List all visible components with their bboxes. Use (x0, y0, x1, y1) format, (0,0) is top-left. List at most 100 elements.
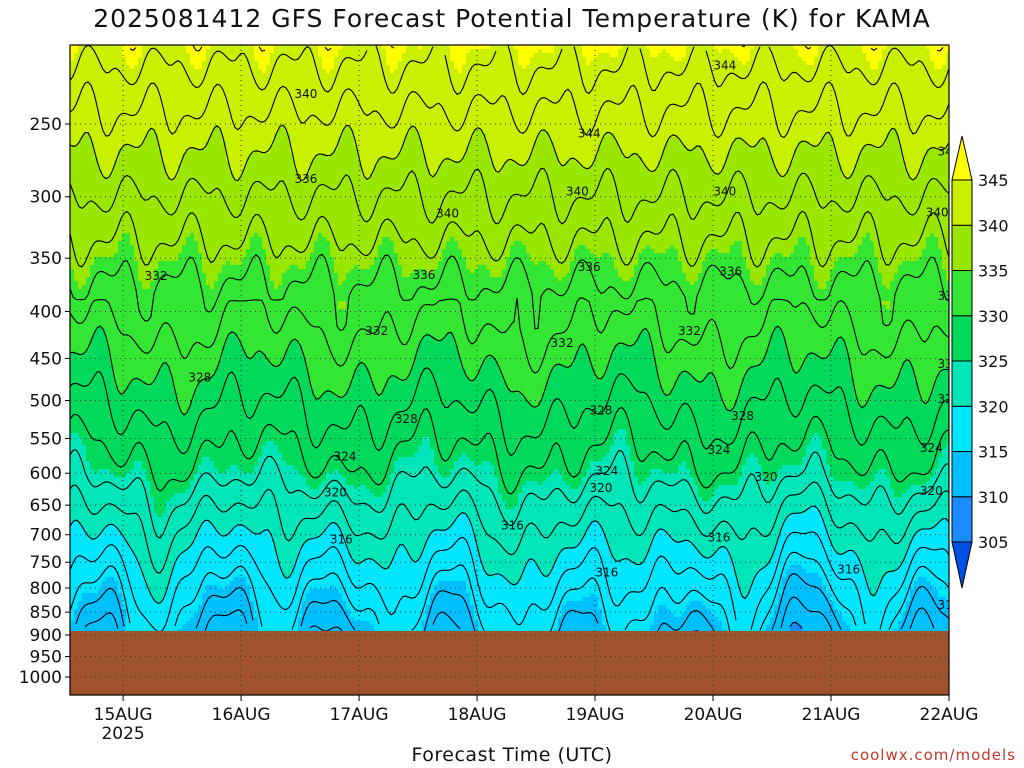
isoline-344 (70, 45, 949, 96)
contour-label: 320 (920, 484, 943, 498)
contour-label: 344 (938, 145, 961, 159)
y-tick-label: 800 (30, 579, 62, 599)
contour-label: 316 (707, 531, 730, 545)
colorbar-label: 345 (978, 171, 1009, 190)
isoline-342 (70, 81, 949, 139)
isoline-346 (129, 45, 944, 52)
colorbar-label: 325 (978, 352, 1009, 371)
x-tick-label: 20AUG (684, 705, 743, 725)
contour-label: 344 (713, 59, 736, 73)
y-tick-label: 250 (30, 115, 62, 135)
contour-label: 328 (589, 404, 612, 418)
y-tick-label: 400 (30, 302, 62, 322)
contour-label: 328 (188, 371, 211, 385)
x-tick-label: 22AUG (920, 705, 979, 725)
contour-label: 320 (589, 481, 612, 495)
x-tick-year: 2025 (101, 724, 144, 744)
x-tick-label: 15AUG (94, 705, 153, 725)
colorbar-label: 335 (978, 262, 1009, 281)
colorbar-swatch (951, 179, 973, 226)
x-tick-label: 18AUG (448, 705, 507, 725)
contour-label: 344 (578, 126, 601, 140)
colorbar-lower-arrow (951, 541, 973, 589)
grid-lines (70, 45, 949, 695)
contour-label-layer: 340 336 332 328 332 344 340 340 336 332 328 324 320 3… (145, 59, 961, 612)
isoline-334 (70, 253, 949, 331)
y-tick-label: 550 (30, 430, 62, 450)
contour-label: 324 (333, 449, 356, 463)
y-tick-label: 300 (30, 188, 62, 208)
isoline-332 (70, 297, 949, 374)
colorbar-label: 340 (978, 216, 1009, 235)
contour-label: 328 (938, 392, 961, 406)
isoline-320 (70, 505, 949, 604)
contour-label: 324 (707, 443, 730, 457)
isoline-312 (84, 596, 935, 634)
colorbar-label: 315 (978, 443, 1009, 462)
contour-label: 332 (365, 324, 388, 338)
contour-line-layer (70, 45, 949, 633)
colorbar-swatch (951, 315, 973, 362)
contour-fill-layer (70, 45, 949, 633)
colorbar-swatch (951, 224, 973, 271)
contour-label: 328 (395, 412, 418, 426)
isoline-336 (70, 210, 949, 268)
colorbar-swatch (951, 360, 973, 407)
isoline-322 (70, 481, 949, 574)
contour-label: 336 (295, 172, 318, 186)
isoline-338 (70, 167, 949, 225)
x-axis-label: Forecast Time (UTC) (411, 744, 613, 766)
isoline-314 (75, 573, 949, 633)
contour-label: 316 (837, 563, 860, 577)
contour-label: 336 (719, 265, 742, 279)
credit-link[interactable]: coolwx.com/models (850, 746, 1016, 764)
plot-frame (69, 44, 950, 696)
y-axis: 250 300 350 400 450 500 550 600 650 700 750 800 850 9… (19, 115, 70, 688)
x-axis: 15AUG 16AUG 17AUG 18AUG 19AUG 20AUG 21AUG 22AUG… (94, 695, 979, 744)
contour-label: 324 (920, 441, 943, 455)
isoline-340 (70, 124, 949, 182)
contour-label: 340 (926, 205, 949, 219)
contour-label: 332 (938, 357, 961, 371)
ground-below-surface (70, 631, 949, 695)
colorbar-upper-arrow (951, 135, 973, 181)
colorbar-label: 330 (978, 307, 1009, 326)
colorbar-label: 320 (978, 397, 1009, 416)
contour-label: 332 (678, 324, 701, 338)
y-tick-label: 850 (30, 603, 62, 623)
y-tick-label: 600 (30, 464, 62, 484)
y-tick-label: 900 (30, 626, 62, 646)
colorbar-label: 310 (978, 488, 1009, 507)
contour-label: 316 (501, 518, 524, 532)
y-tick-label: 750 (30, 553, 62, 573)
colorbar-swatch (951, 496, 973, 543)
y-tick-label: 500 (30, 392, 62, 412)
colorbar: 305 310 315 320 325 330 335 340 345 (951, 135, 1009, 589)
contour-label: 324 (595, 464, 618, 478)
y-tick-label: 700 (30, 526, 62, 546)
colorbar-swatch (951, 405, 973, 452)
contour-label: 336 (413, 268, 436, 282)
isoline-324 (70, 449, 949, 539)
contour-label: 320 (324, 486, 347, 500)
y-tick-label: 450 (30, 349, 62, 369)
contour-label: 332 (145, 269, 168, 283)
colorbar-swatch (951, 451, 973, 498)
contour-label: 320 (755, 470, 778, 484)
contour-label: 340 (566, 184, 589, 198)
contour-label: 316 (595, 566, 618, 580)
colorbar-swatch (951, 270, 973, 317)
chart-title: 2025081412 GFS Forecast Potential Temper… (93, 4, 931, 33)
y-tick-label: 350 (30, 249, 62, 269)
contour-label: 340 (436, 207, 459, 221)
contour-label: 336 (938, 289, 961, 303)
x-tick-label: 19AUG (566, 705, 625, 725)
y-tick-label: 650 (30, 496, 62, 516)
contour-label: 312 (938, 598, 961, 612)
x-tick-label: 21AUG (802, 705, 861, 725)
contour-label: 332 (551, 336, 574, 350)
colorbar-label: 305 (978, 533, 1009, 552)
contour-label: 340 (295, 87, 318, 101)
isoline-328 (70, 367, 949, 457)
x-tick-label: 16AUG (212, 705, 271, 725)
